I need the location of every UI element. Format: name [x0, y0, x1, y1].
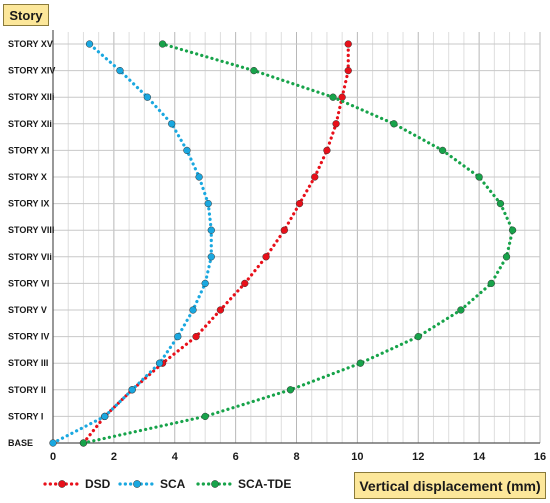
data-point	[174, 332, 182, 341]
data-point	[101, 412, 109, 421]
data-point	[168, 120, 176, 128]
data-point	[116, 66, 124, 75]
data-point	[85, 40, 94, 48]
data-point	[195, 173, 203, 181]
x-tick-label: 4	[172, 451, 179, 463]
legend-item-dsd: DSD	[43, 477, 111, 491]
data-point	[183, 146, 191, 155]
legend: DSD SCA SCA-TDE	[43, 477, 291, 491]
x-axis-label: Vertical displacement (mm)	[354, 472, 546, 499]
y-tick-label: STORY XIV	[8, 66, 55, 76]
data-point	[79, 439, 88, 447]
y-axis-label: Story	[3, 4, 49, 26]
data-point	[295, 199, 304, 208]
data-point	[414, 332, 422, 341]
data-point	[329, 93, 337, 101]
data-point	[262, 253, 270, 261]
legend-label: SCA-TDE	[238, 477, 291, 491]
y-tick-label: STORY VIII	[8, 225, 54, 235]
y-tick-label: STORY X	[8, 172, 47, 182]
series-sca	[49, 40, 215, 447]
data-point	[204, 199, 212, 208]
legend-item-sca-tde: SCA-TDE	[196, 477, 291, 491]
data-point	[338, 93, 346, 101]
data-point	[496, 199, 505, 208]
data-point	[158, 40, 167, 48]
y-tick-labels: BASE STORY I STORY II STORY III STORY IV STOR…	[8, 39, 55, 448]
y-tick-label: STORY V	[8, 305, 47, 315]
series-lines	[49, 40, 517, 447]
y-tick-label: STORY XI	[8, 145, 49, 155]
y-tick-label: BASE	[8, 438, 33, 448]
y-tick-label: STORY IV	[8, 332, 49, 342]
series-dsd	[79, 40, 352, 447]
data-point	[457, 306, 465, 314]
y-tick-label: STORY XV	[8, 39, 53, 49]
y-tick-label: STORY VIi	[8, 252, 52, 262]
y-tick-label: STORY II	[8, 385, 46, 395]
legend-marker	[211, 480, 219, 488]
data-point	[207, 253, 215, 261]
data-point	[502, 253, 511, 261]
axes	[52, 30, 540, 444]
x-tick-label: 2	[111, 451, 117, 463]
x-tick-label: 14	[473, 451, 486, 463]
data-point	[241, 279, 249, 288]
legend-marker	[133, 480, 141, 488]
x-tick-label: 12	[412, 451, 424, 463]
data-point	[207, 226, 215, 234]
y-tick-label: STORY XIi	[8, 119, 52, 129]
data-point	[344, 66, 352, 75]
legend-marker	[58, 480, 66, 488]
x-tick-label: 10	[351, 451, 363, 463]
data-point	[475, 173, 483, 181]
data-point	[356, 359, 365, 367]
data-point	[189, 306, 197, 314]
y-tick-label: STORY XIIi	[8, 92, 54, 102]
x-tick-label: 16	[534, 451, 546, 463]
data-point	[344, 40, 352, 48]
data-point	[128, 386, 136, 394]
series-line	[51, 42, 213, 445]
x-tick-label: 0	[50, 451, 56, 463]
x-tick-label: 8	[293, 451, 299, 463]
data-point	[143, 93, 152, 101]
x-tick-label: 6	[233, 451, 239, 463]
y-tick-label: STORY IX	[8, 199, 49, 209]
grid-lines	[52, 32, 541, 444]
x-tick-labels: 0 2 4 6 8 10 12 14 16	[50, 451, 546, 463]
data-point	[390, 120, 398, 128]
y-tick-label: STORY III	[8, 358, 48, 368]
y-tick-label: STORY VI	[8, 278, 49, 288]
data-point	[508, 226, 517, 234]
data-point	[250, 66, 258, 75]
series-sca-tde	[79, 40, 517, 447]
y-tick-label: STORY I	[8, 411, 43, 421]
data-point	[323, 146, 331, 155]
data-point	[438, 146, 447, 155]
legend-label: SCA	[160, 477, 186, 491]
data-point	[311, 173, 319, 181]
data-point	[192, 332, 200, 341]
legend-label: DSD	[85, 477, 111, 491]
series-line	[81, 42, 515, 445]
data-point	[286, 386, 295, 394]
data-point	[201, 412, 209, 421]
data-point	[280, 226, 288, 234]
data-point	[49, 439, 57, 447]
data-point	[332, 120, 340, 128]
legend-item-sca: SCA	[118, 477, 186, 491]
data-point	[201, 279, 209, 288]
data-point	[155, 359, 164, 367]
data-point	[487, 279, 495, 288]
data-point	[216, 306, 225, 314]
